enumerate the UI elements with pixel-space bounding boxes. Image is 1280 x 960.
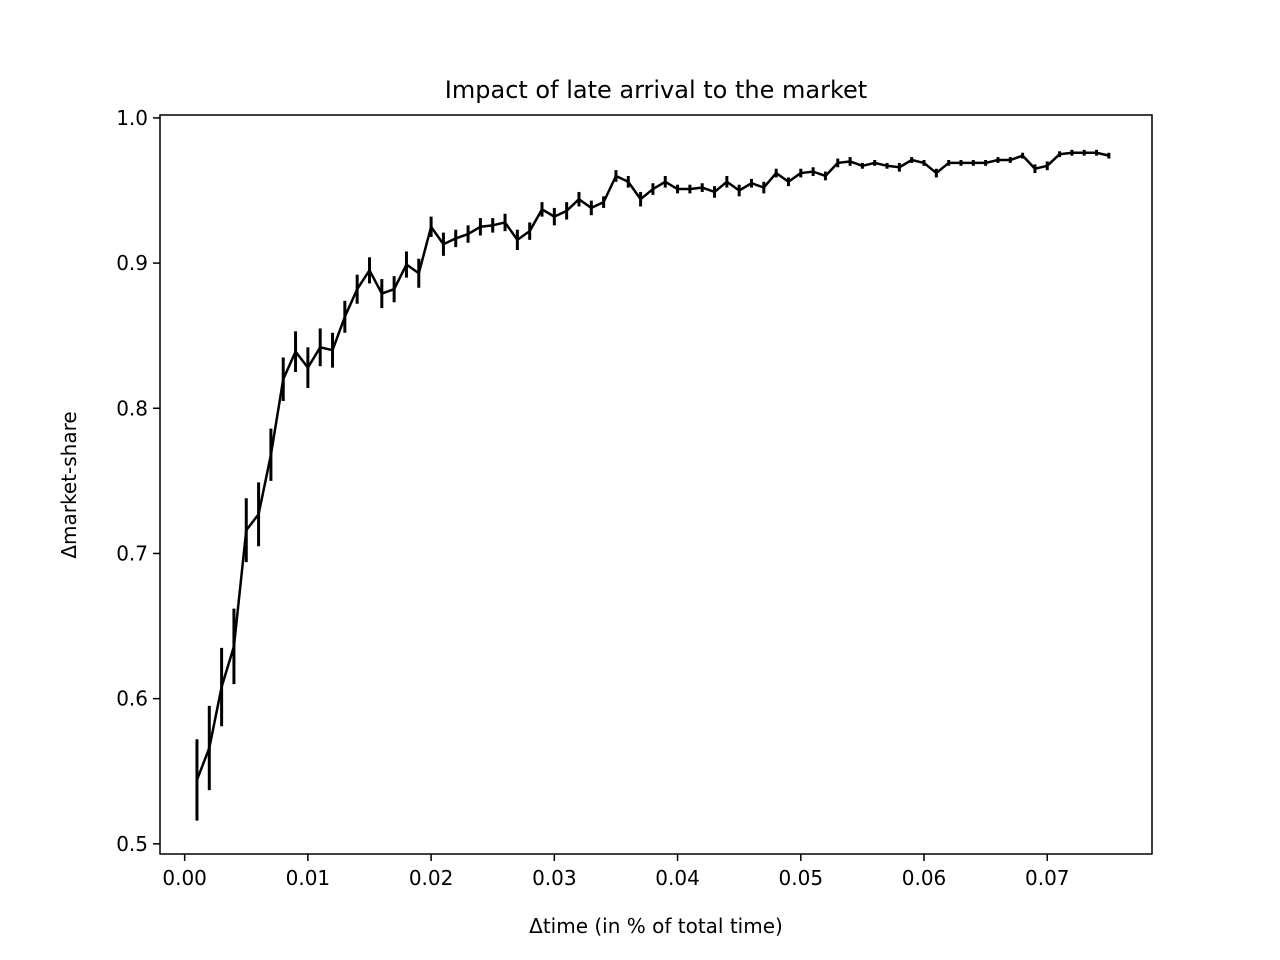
y-axis-label: Δmarket-share: [57, 411, 81, 558]
x-tick-label: 0.00: [162, 866, 207, 890]
x-tick-label: 0.05: [779, 866, 824, 890]
x-tick-label: 0.06: [902, 866, 947, 890]
axes-frame: [159, 114, 1153, 855]
series-line: [195, 151, 1110, 781]
plot-area: [195, 149, 1111, 821]
y-tick-label: 1.0: [116, 106, 148, 130]
x-tick-label: 0.01: [286, 866, 331, 890]
y-tick-label: 0.5: [116, 832, 148, 856]
x-axis-label: Δtime (in % of total time): [529, 914, 783, 938]
y-axis: 0.5 0.6 0.7 0.8 0.9 1.0: [116, 106, 160, 856]
y-tick-label: 0.8: [116, 396, 148, 420]
y-tick-label: 0.6: [116, 687, 148, 711]
x-tick-label: 0.02: [409, 866, 454, 890]
y-tick-label: 0.7: [116, 541, 148, 565]
x-tick-label: 0.07: [1025, 866, 1070, 890]
y-tick-label: 0.9: [116, 251, 148, 275]
chart-title: Impact of late arrival to the market: [445, 76, 867, 104]
x-tick-label: 0.03: [532, 866, 577, 890]
x-axis: 0.00 0.01 0.02 0.03 0.04 0.05 0.06 0.07: [162, 854, 1070, 890]
x-tick-label: 0.04: [655, 866, 700, 890]
